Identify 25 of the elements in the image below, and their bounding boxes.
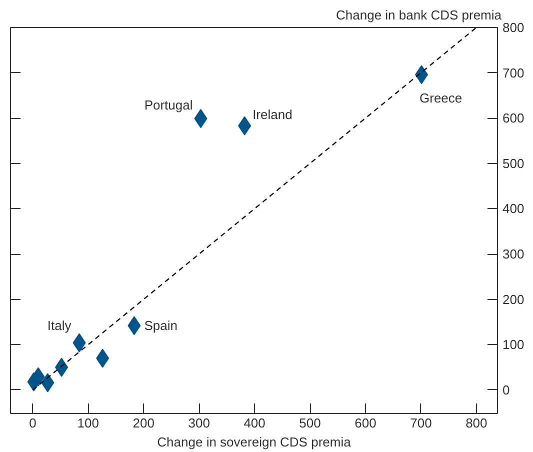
y-tick-label: 0 xyxy=(502,382,510,398)
annotation: Greece xyxy=(420,90,462,106)
x-tick-label: 700 xyxy=(410,416,432,430)
y-axis-title: Change in bank CDS premia xyxy=(336,8,502,22)
x-tick-label: 500 xyxy=(299,416,321,430)
y-tick-label: 400 xyxy=(502,201,524,216)
annotation: Spain xyxy=(144,318,178,334)
annotation: Portugal xyxy=(144,98,193,113)
y-tick-label: 100 xyxy=(502,337,524,352)
x-tick-label: 200 xyxy=(132,416,154,430)
y-tick-label: 800 xyxy=(502,20,524,35)
x-axis-title: Change in sovereign CDS premia xyxy=(157,434,352,450)
y-tick-label: 200 xyxy=(502,292,524,307)
x-tick-label: 300 xyxy=(188,416,210,430)
y-tick-label: 300 xyxy=(502,246,524,262)
x-tick-label: 600 xyxy=(354,416,376,430)
x-tick-label: 0 xyxy=(29,416,36,430)
y-tick-label: 500 xyxy=(502,156,524,171)
y-tick-label: 600 xyxy=(502,110,524,126)
x-tick-label: 800 xyxy=(466,416,488,430)
annotation: Italy xyxy=(47,318,72,333)
x-tick-label: 400 xyxy=(244,416,266,430)
annotation: Ireland xyxy=(252,106,292,122)
x-tick-label: 100 xyxy=(77,416,100,430)
y-tick-label: 700 xyxy=(502,65,524,80)
